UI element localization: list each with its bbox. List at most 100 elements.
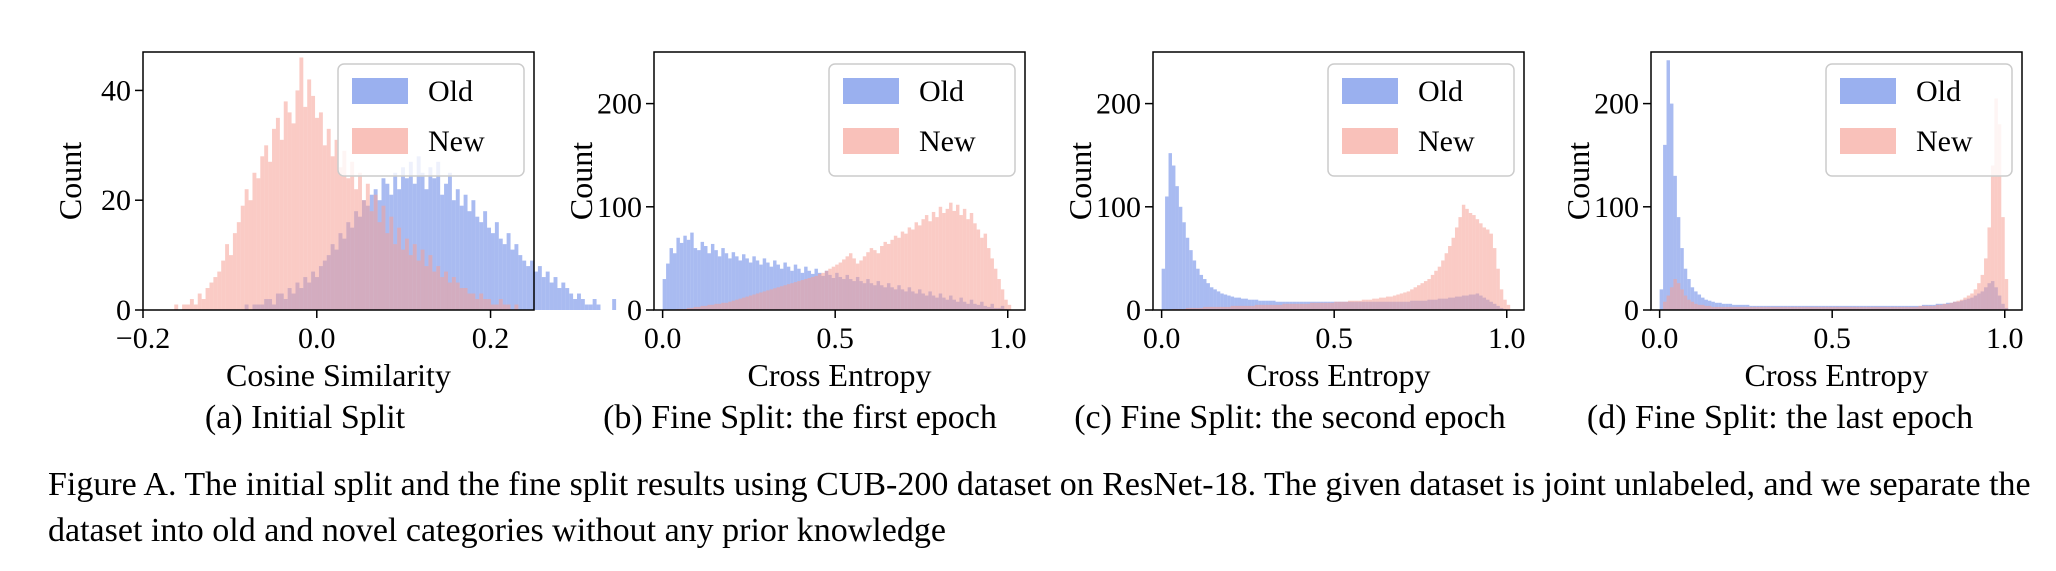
bar-new-c-64 [1382, 297, 1386, 310]
bar-new-a-34 [275, 117, 280, 311]
bar-new-d-69 [1897, 306, 1902, 310]
bar-new-a-71 [420, 249, 425, 310]
bar-new-d-30 [1763, 306, 1767, 310]
bar-new-a-20 [221, 260, 226, 310]
bar-old-c-4 [1175, 186, 1179, 310]
series-new-b [676, 202, 1012, 310]
bar-new-d-14 [1707, 305, 1712, 310]
bar-new-d-25 [1745, 306, 1750, 310]
bar-new-b-18 [724, 302, 729, 310]
bar-new-d-99 [2001, 217, 2005, 310]
bar-old-b-19 [728, 258, 732, 310]
bar-new-c-63 [1379, 297, 1383, 310]
bar-old-c-16 [1216, 291, 1221, 310]
bar-old-c-18 [1223, 294, 1228, 310]
bar-old-b-11 [700, 241, 705, 310]
bar-new-b-17 [721, 302, 725, 310]
bar-old-b-8 [690, 232, 694, 310]
bar-new-b-70 [904, 233, 908, 310]
bar-old-a-108 [565, 288, 570, 310]
bar-new-a-76 [440, 277, 445, 310]
bar-old-b-21 [735, 256, 739, 310]
bar-new-b-98 [1000, 289, 1005, 310]
ytick-label-b-1: 100 [597, 191, 642, 224]
bar-new-d-4 [1673, 279, 1677, 310]
bar-new-a-33 [272, 128, 276, 310]
xtick-label-c-0: 0.0 [1143, 322, 1181, 355]
legend-swatch-new-c [1342, 128, 1398, 154]
bar-old-a-84 [471, 200, 476, 310]
bar-new-a-43 [311, 95, 316, 310]
ylabel-b: Count [563, 142, 599, 220]
bar-new-b-63 [880, 246, 884, 310]
bar-new-d-51 [1835, 306, 1840, 310]
bar-new-a-38 [291, 123, 296, 310]
bar-new-d-3 [1669, 287, 1674, 310]
figure-panels: −0.2 0.0 0.2 0 20 40 Cosine Similarity Count Old… [52, 51, 2023, 393]
subcaption-b: (b) Fine Split: the first epoch [603, 399, 997, 436]
plot-frame-c [1152, 51, 1525, 311]
bar-new-b-52 [842, 259, 846, 310]
bar-new-d-55 [1849, 306, 1853, 310]
bar-old-a-97 [522, 260, 527, 310]
bar-old-a-90 [494, 222, 499, 310]
bar-old-a-82 [463, 194, 468, 310]
bar-new-a-63 [389, 216, 394, 310]
bar-new-b-58 [862, 256, 867, 310]
bar-new-c-36 [1285, 303, 1290, 310]
legend-label-new-d: New [1916, 125, 1973, 158]
bar-new-b-27 [755, 293, 760, 310]
bar-new-c-18 [1223, 306, 1228, 310]
bar-new-b-32 [773, 288, 777, 310]
bar-new-a-14 [197, 293, 202, 310]
bar-new-c-33 [1275, 304, 1279, 310]
bar-new-c-98 [1499, 289, 1504, 310]
bar-new-d-64 [1880, 306, 1884, 310]
bar-new-c-78 [1430, 274, 1435, 310]
bar-new-c-58 [1361, 299, 1366, 310]
bar-new-c-9 [1192, 307, 1197, 310]
bar-old-c-9 [1192, 260, 1197, 310]
bar-old-c-17 [1220, 293, 1224, 310]
bar-new-b-87 [962, 208, 967, 310]
bar-new-b-73 [914, 222, 919, 310]
bar-new-c-56 [1354, 300, 1359, 310]
bar-new-c-24 [1244, 305, 1248, 310]
bar-new-b-89 [969, 212, 974, 310]
bar-new-d-15 [1711, 306, 1715, 310]
bar-new-d-27 [1752, 306, 1757, 310]
bar-new-d-44 [1811, 306, 1815, 310]
bar-old-b-0 [662, 279, 667, 310]
bar-new-a-61 [381, 205, 386, 310]
bar-new-c-10 [1196, 307, 1200, 310]
bar-new-d-34 [1776, 306, 1781, 310]
bar-old-c-8 [1189, 250, 1193, 310]
bar-new-c-15 [1213, 306, 1217, 310]
bar-new-c-61 [1372, 298, 1376, 310]
bar-new-a-12 [189, 299, 194, 310]
xtick-label-c-1: 0.5 [1315, 322, 1353, 355]
bar-old-c-14 [1209, 287, 1214, 310]
subcaption-c: (c) Fine Split: the second epoch [1074, 399, 1506, 436]
bar-new-b-40 [800, 280, 805, 310]
bar-new-d-19 [1725, 306, 1729, 310]
bar-old-b-28 [759, 264, 763, 310]
xlabel-a: Cosine Similarity [226, 357, 451, 393]
bar-new-a-87 [483, 299, 488, 310]
legend-c: Old New [1327, 63, 1515, 177]
xtick-label-b-2: 1.0 [989, 322, 1027, 355]
bar-old-b-18 [724, 253, 729, 310]
bar-new-d-58 [1859, 306, 1864, 310]
bar-old-a-107 [561, 282, 566, 310]
bar-new-a-79 [451, 277, 456, 310]
bar-new-c-87 [1461, 204, 1466, 310]
bar-old-d-8 [1687, 279, 1691, 310]
bar-old-b-17 [721, 248, 725, 310]
bar-new-b-34 [779, 286, 784, 310]
bar-new-b-23 [742, 297, 746, 310]
bar-new-d-18 [1721, 306, 1726, 310]
xtick-label-a-0: −0.2 [116, 322, 170, 355]
bar-new-d-93 [1980, 274, 1985, 310]
legend-swatch-new-a [352, 128, 408, 154]
bar-new-a-23 [232, 233, 237, 310]
